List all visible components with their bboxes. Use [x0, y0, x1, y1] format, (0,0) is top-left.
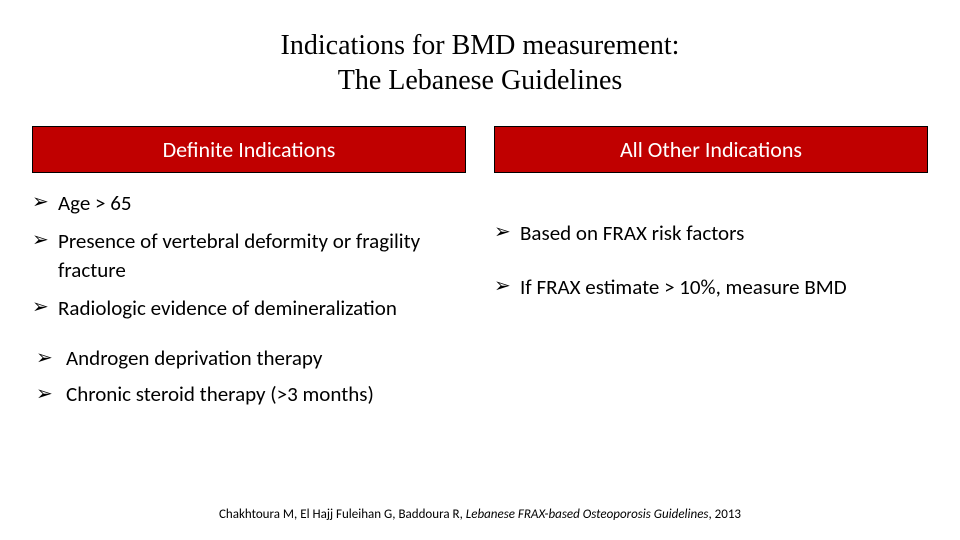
- definite-indications-header: Definite Indications: [32, 126, 466, 173]
- left-column: Definite Indications Age > 65 Presence o…: [32, 126, 466, 332]
- citation-year: 2013: [715, 507, 741, 522]
- citation: Chakhtoura M, El Hajj Fuleihan G, Baddou…: [0, 507, 960, 522]
- two-column-layout: Definite Indications Age > 65 Presence o…: [0, 98, 960, 332]
- list-item: Chronic steroid therapy (>3 months): [36, 380, 960, 409]
- list-item: Age > 65: [32, 189, 462, 217]
- list-item: Based on FRAX risk factors: [494, 219, 924, 247]
- list-item: Presence of vertebral deformity or fragi…: [32, 227, 462, 284]
- title-line-2: The Lebanese Guidelines: [338, 65, 623, 96]
- list-item: Radiologic evidence of demineralization: [32, 294, 462, 322]
- list-item: If FRAX estimate > 10%, measure BMD: [494, 273, 924, 301]
- citation-source: Lebanese FRAX-based Osteoporosis Guideli…: [466, 507, 709, 522]
- title-line-1: Indications for BMD measurement:: [281, 30, 680, 61]
- slide-title: Indications for BMD measurement: The Leb…: [0, 0, 960, 98]
- other-indications-list: Based on FRAX risk factors If FRAX estim…: [494, 219, 928, 328]
- other-indications-header: All Other Indications: [494, 126, 928, 173]
- list-item: Androgen deprivation therapy: [36, 344, 960, 373]
- spacer: [494, 189, 928, 219]
- additional-indications-list: Androgen deprivation therapy Chronic ste…: [0, 332, 960, 409]
- right-column: All Other Indications Based on FRAX risk…: [494, 126, 928, 332]
- citation-authors: Chakhtoura M, El Hajj Fuleihan G, Baddou…: [219, 507, 460, 522]
- definite-indications-list: Age > 65 Presence of vertebral deformity…: [32, 189, 466, 332]
